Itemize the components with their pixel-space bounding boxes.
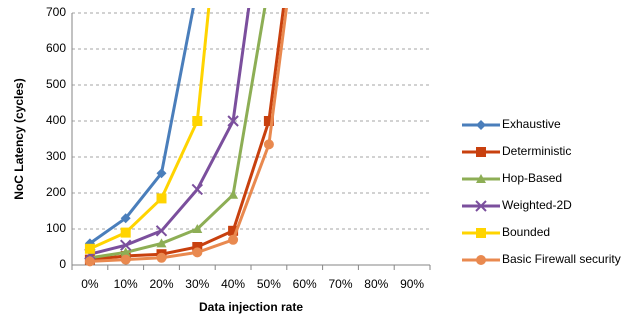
marker: [192, 224, 203, 233]
x-tick-label: 50%: [257, 277, 281, 291]
marker: [476, 255, 486, 265]
marker: [228, 189, 239, 199]
marker: [476, 174, 486, 183]
marker: [192, 242, 203, 252]
marker: [120, 247, 131, 257]
y-tick-label: 0: [59, 257, 66, 271]
marker: [155, 225, 168, 237]
legend-label: Deterministic: [502, 144, 571, 158]
legend-label: Basic Firewall security: [502, 252, 621, 266]
x-tick-label: 40%: [221, 277, 245, 291]
y-axis-title: NoC Latency (cycles): [12, 78, 26, 199]
marker: [191, 183, 204, 196]
marker: [475, 200, 487, 212]
marker: [120, 213, 131, 224]
y-tick-label: 400: [46, 113, 66, 127]
marker: [156, 252, 167, 263]
y-tick-label: 600: [46, 41, 66, 55]
series-line: [89, 8, 251, 256]
marker: [192, 247, 203, 258]
plot-area: [84, 8, 288, 267]
series-line: [89, 8, 267, 260]
x-tick-label: 30%: [185, 277, 209, 291]
marker: [476, 147, 486, 157]
marker: [156, 238, 167, 248]
legend-label: Weighted-2D: [502, 198, 572, 212]
marker: [228, 234, 239, 245]
x-tick-label: 60%: [293, 277, 317, 291]
y-tick-label: 300: [46, 149, 66, 163]
x-tick-label: 80%: [364, 277, 388, 291]
marker: [227, 115, 239, 127]
marker: [120, 254, 131, 265]
series-line: [89, 8, 211, 251]
marker: [476, 120, 486, 130]
marker: [120, 227, 131, 238]
x-tick-label: 70%: [328, 277, 352, 291]
y-tick-label: 200: [46, 185, 66, 199]
legend-label: Hop-Based: [502, 171, 562, 185]
marker: [156, 193, 167, 204]
marker: [84, 256, 95, 267]
x-tick-label: 20%: [149, 277, 173, 291]
marker: [156, 168, 167, 179]
series-line: [89, 8, 195, 245]
marker: [263, 139, 274, 150]
legend-label: Exhaustive: [502, 117, 561, 131]
marker: [84, 243, 95, 254]
marker: [263, 116, 274, 126]
legend-label: Bounded: [502, 225, 550, 239]
marker: [228, 225, 239, 236]
x-tick-label: 0%: [81, 277, 99, 291]
x-axis-title: Data injection rate: [199, 300, 303, 314]
y-tick-label: 100: [46, 221, 66, 235]
marker: [119, 239, 132, 251]
y-tick-label: 500: [46, 77, 66, 91]
y-tick-label: 700: [46, 5, 66, 19]
x-tick-label: 90%: [400, 277, 424, 291]
marker: [192, 116, 203, 126]
marker: [476, 228, 486, 238]
x-tick-label: 10%: [114, 277, 138, 291]
